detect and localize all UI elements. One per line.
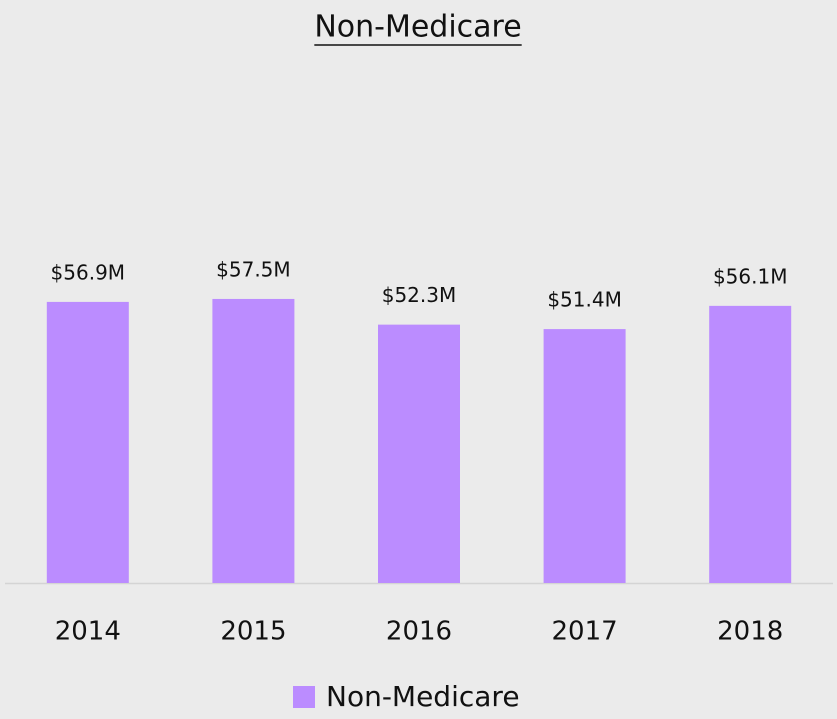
x-tick-label: 2018 [717, 617, 783, 647]
legend-label: Non-Medicare [326, 680, 520, 713]
bar [543, 329, 626, 583]
bar [378, 324, 460, 583]
legend-swatch [293, 686, 315, 708]
x-tick-label: 2014 [55, 617, 121, 647]
bar [46, 301, 129, 583]
data-label: $51.4M [547, 288, 622, 312]
data-label: $52.3M [382, 283, 457, 307]
data-label: $56.9M [51, 260, 126, 284]
data-label: $57.5M [216, 257, 291, 281]
data-label: $56.1M [713, 264, 788, 288]
x-tick-label: 2015 [220, 617, 286, 647]
x-tick-label: 2017 [552, 617, 618, 647]
bar [709, 305, 792, 583]
bar [212, 298, 295, 583]
chart-title: Non-Medicare [314, 10, 521, 45]
x-tick-label: 2016 [386, 617, 452, 647]
